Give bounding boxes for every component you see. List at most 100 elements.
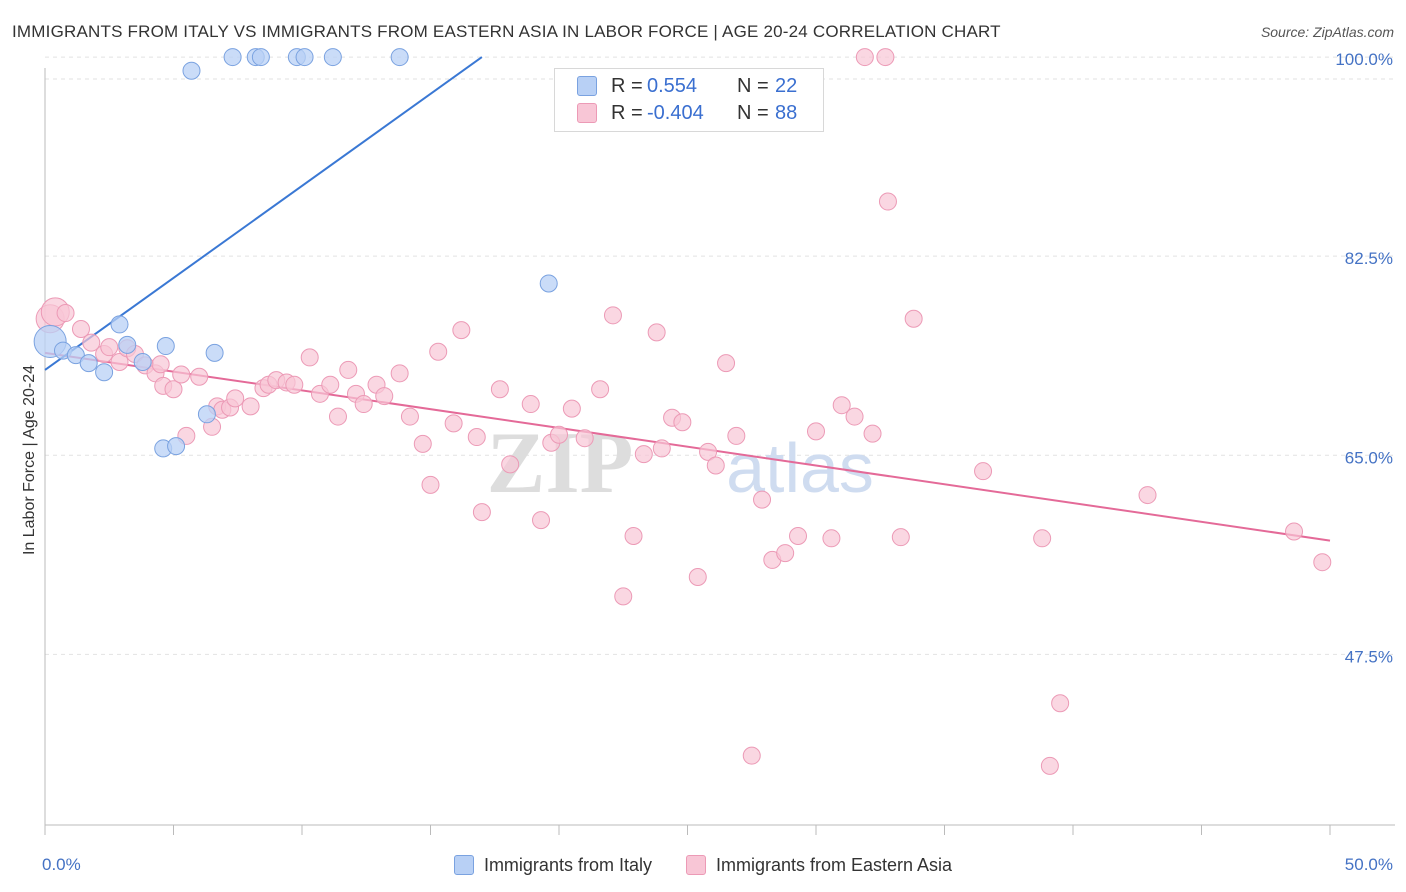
data-point-italy xyxy=(197,405,216,424)
legend-n-value: 22 xyxy=(775,74,798,97)
data-point-eastern-asia xyxy=(562,399,581,418)
data-point-italy xyxy=(251,48,270,67)
data-point-eastern-asia xyxy=(532,511,551,530)
data-point-eastern-asia xyxy=(1033,529,1052,548)
data-point-eastern-asia xyxy=(753,490,772,509)
data-point-eastern-asia xyxy=(110,352,129,371)
data-point-eastern-asia xyxy=(634,445,653,464)
legend-swatch-eastern-asia xyxy=(577,103,597,123)
series-italy xyxy=(33,48,558,458)
legend-swatch-eastern-asia xyxy=(685,855,706,875)
tick-labels: 100.0% 82.5% 65.0% 47.5% 0.0% 50.0% xyxy=(42,50,1393,874)
data-point-eastern-asia xyxy=(614,587,633,606)
data-point-italy xyxy=(156,337,175,356)
data-point-eastern-asia xyxy=(490,380,509,399)
data-point-eastern-asia xyxy=(904,309,923,328)
data-point-eastern-asia xyxy=(172,365,191,384)
data-point-eastern-asia xyxy=(100,338,119,357)
data-point-eastern-asia xyxy=(647,323,666,342)
data-point-eastern-asia xyxy=(241,397,260,416)
data-point-eastern-asia xyxy=(472,503,491,522)
data-point-eastern-asia xyxy=(624,527,643,546)
data-point-eastern-asia xyxy=(832,396,851,415)
data-point-eastern-asia xyxy=(71,319,90,338)
data-point-eastern-asia xyxy=(876,48,895,67)
data-point-eastern-asia xyxy=(789,527,808,546)
legend-swatch-italy xyxy=(577,76,597,96)
y-tick-label: 47.5% xyxy=(1345,647,1393,666)
data-point-eastern-asia xyxy=(400,407,419,426)
data-point-eastern-asia xyxy=(807,422,825,441)
data-point-eastern-asia xyxy=(375,387,394,406)
legend-label-eastern-asia: Immigrants from Eastern Asia xyxy=(715,854,953,875)
legend-n-label: N = xyxy=(737,74,769,97)
series-eastern-asia xyxy=(35,48,1332,775)
legend-r-label: R = xyxy=(611,101,643,124)
data-point-eastern-asia xyxy=(727,426,746,445)
data-point-eastern-asia xyxy=(717,354,736,373)
data-point-eastern-asia xyxy=(429,342,448,361)
data-point-eastern-asia xyxy=(521,395,540,414)
data-point-eastern-asia xyxy=(699,442,718,461)
data-point-eastern-asia xyxy=(742,746,761,765)
data-point-eastern-asia xyxy=(285,375,304,394)
series-legend: Immigrants from Italy Immigrants from Ea… xyxy=(0,852,1406,878)
data-point-italy xyxy=(182,61,201,80)
data-point-eastern-asia xyxy=(339,360,358,379)
legend-n-label: N = xyxy=(737,101,769,124)
data-point-italy xyxy=(223,48,242,67)
data-point-eastern-asia xyxy=(226,389,245,408)
legend-item-italy[interactable]: Immigrants from Italy xyxy=(453,854,652,876)
legend-label-italy: Immigrants from Italy xyxy=(483,854,652,875)
legend-item-eastern-asia[interactable]: Immigrants from Eastern Asia xyxy=(685,854,953,876)
data-point-eastern-asia xyxy=(652,439,671,458)
data-point-eastern-asia xyxy=(444,414,463,433)
data-point-eastern-asia xyxy=(1285,522,1304,541)
data-point-italy xyxy=(539,274,558,293)
data-point-eastern-asia xyxy=(845,407,864,426)
data-point-italy xyxy=(390,48,409,67)
data-point-eastern-asia xyxy=(467,428,486,447)
axes xyxy=(44,68,1395,835)
data-point-italy xyxy=(110,315,129,334)
trend-line-italy xyxy=(44,56,483,371)
correlation-legend: R = 0.554 N = 22 R = -0.404 N = 88 xyxy=(554,68,824,132)
data-point-eastern-asia xyxy=(706,456,725,475)
data-point-eastern-asia xyxy=(321,375,340,394)
data-point-eastern-asia xyxy=(974,462,993,481)
data-point-eastern-asia xyxy=(300,348,319,367)
data-point-eastern-asia xyxy=(863,424,882,443)
data-point-italy xyxy=(79,354,98,373)
trend-line-eastern-asia xyxy=(44,351,1331,542)
data-point-italy xyxy=(133,352,152,371)
data-point-italy xyxy=(323,48,342,67)
data-point-italy xyxy=(95,363,114,382)
legend-r-value: -0.404 xyxy=(647,101,704,124)
legend-r-value: 0.554 xyxy=(647,74,698,97)
legend-n-value: 88 xyxy=(775,101,798,124)
legend-swatch-italy xyxy=(453,855,474,875)
legend-r-label: R = xyxy=(611,74,643,97)
data-point-eastern-asia xyxy=(891,528,910,547)
data-point-eastern-asia xyxy=(550,425,568,444)
source-label: Source: ZipAtlas.com xyxy=(1260,24,1394,40)
data-point-italy xyxy=(295,48,314,67)
data-point-eastern-asia xyxy=(688,567,707,586)
data-point-eastern-asia xyxy=(591,380,610,399)
data-point-eastern-asia xyxy=(164,380,183,399)
data-point-eastern-asia xyxy=(452,321,471,340)
data-point-eastern-asia xyxy=(855,48,874,67)
data-point-italy xyxy=(205,343,224,362)
data-point-eastern-asia xyxy=(1040,756,1059,775)
y-tick-label: 65.0% xyxy=(1345,448,1393,467)
data-point-italy xyxy=(66,346,85,365)
data-point-eastern-asia xyxy=(575,429,594,448)
data-point-eastern-asia xyxy=(190,367,209,386)
x-tick-label: 50.0% xyxy=(1345,855,1393,874)
grid-lines xyxy=(45,56,1395,655)
data-point-eastern-asia xyxy=(1313,553,1332,572)
data-point-eastern-asia xyxy=(822,529,841,548)
data-point-eastern-asia xyxy=(390,364,409,383)
data-point-eastern-asia xyxy=(421,475,440,494)
